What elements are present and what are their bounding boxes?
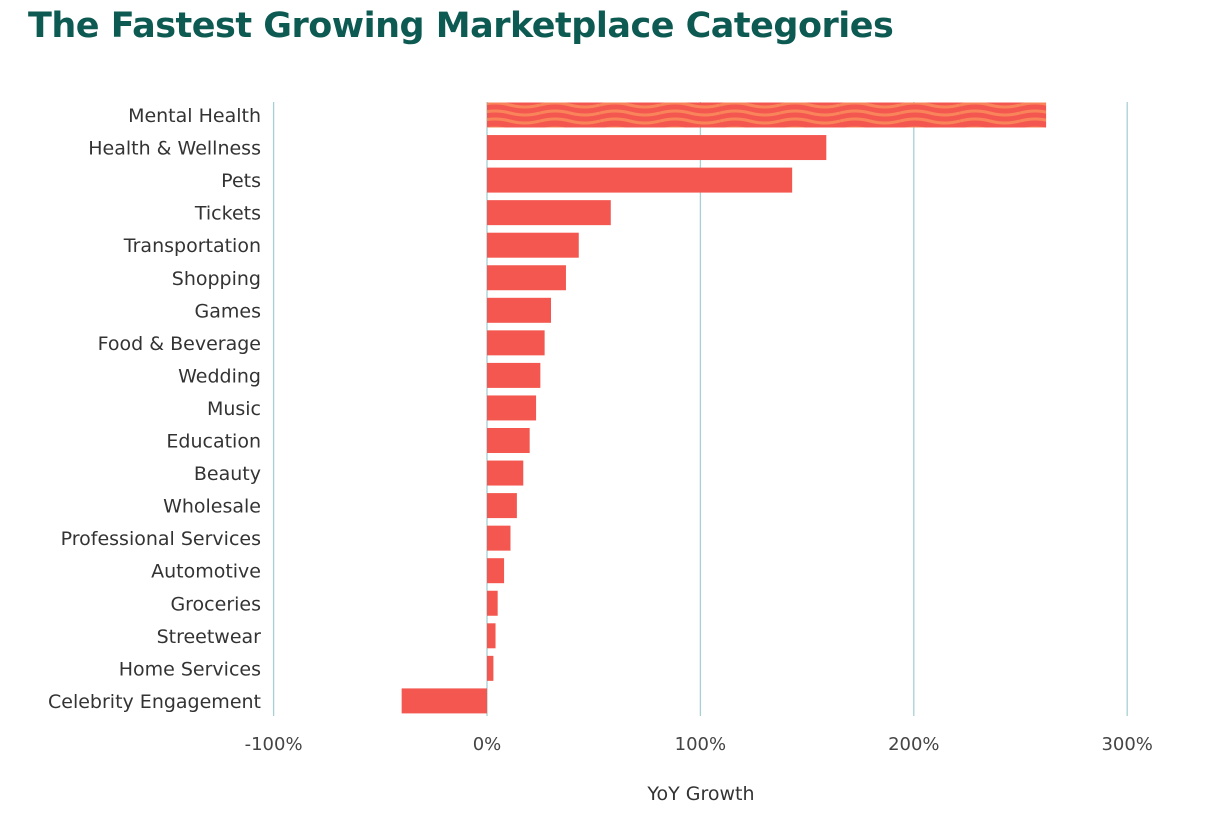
category-label-17: Home Services <box>119 658 261 680</box>
bar-1 <box>487 135 827 161</box>
bar-2 <box>487 167 793 193</box>
bar-5 <box>487 265 566 291</box>
category-label-5: Shopping <box>172 268 261 290</box>
category-label-11: Beauty <box>194 463 261 485</box>
category-label-3: Tickets <box>194 203 261 225</box>
bar-7 <box>487 330 545 356</box>
category-label-10: Education <box>166 431 261 453</box>
bar-13 <box>487 525 511 551</box>
category-label-9: Music <box>207 398 261 420</box>
bar-6 <box>487 297 552 323</box>
bar-18 <box>401 688 487 714</box>
category-label-14: Automotive <box>151 561 261 583</box>
category-label-7: Food & Beverage <box>98 333 261 355</box>
category-labels: Mental Health Health & Wellness Pets Ticket… <box>48 105 261 713</box>
bars <box>401 102 1047 714</box>
x-tick-label-2: 100% <box>675 734 726 755</box>
category-label-15: Groceries <box>170 593 261 615</box>
bar-16 <box>487 623 496 649</box>
category-label-1: Health & Wellness <box>88 138 261 160</box>
x-axis-label: YoY Growth <box>646 783 754 805</box>
category-label-16: Streetwear <box>157 626 262 648</box>
x-tick-label-4: 300% <box>1101 734 1152 755</box>
category-label-6: Games <box>195 300 261 322</box>
category-label-12: Wholesale <box>163 496 261 518</box>
bar-8 <box>487 362 541 388</box>
bar-10 <box>487 428 530 453</box>
x-tick-label-0: -100% <box>245 734 303 755</box>
bar-15 <box>487 590 498 616</box>
bar-17 <box>487 655 494 681</box>
bar-14 <box>487 558 505 584</box>
bar-12 <box>487 493 517 519</box>
x-tick-labels: -100% 0% 100% 200% 300% <box>245 734 1153 755</box>
category-label-2: Pets <box>221 170 261 192</box>
category-label-13: Professional Services <box>61 528 261 550</box>
bar-9 <box>487 395 537 421</box>
category-label-18: Celebrity Engagement <box>48 691 261 713</box>
x-tick-label-1: 0% <box>473 734 502 755</box>
category-label-8: Wedding <box>178 365 261 387</box>
category-label-0: Mental Health <box>128 105 261 127</box>
x-tick-label-3: 200% <box>888 734 939 755</box>
chart-title: The Fastest Growing Marketplace Categori… <box>28 6 894 46</box>
bar-0 <box>487 102 1047 128</box>
bar-11 <box>487 460 524 486</box>
bar-3 <box>487 200 611 226</box>
bar-4 <box>487 232 579 258</box>
category-label-4: Transportation <box>123 235 261 257</box>
gridlines <box>272 102 1128 716</box>
